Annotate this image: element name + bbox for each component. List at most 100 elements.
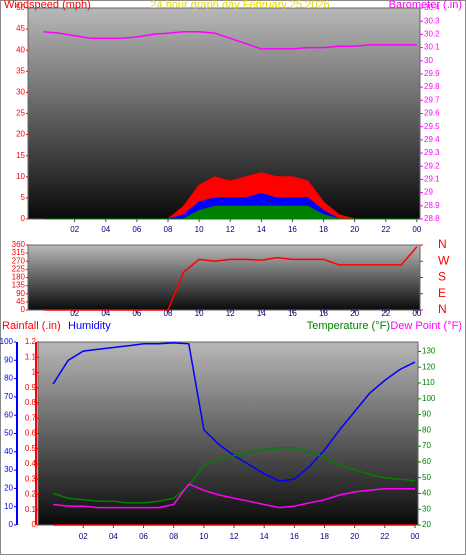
y-tick-label: 0.3 [25, 474, 37, 483]
y-tick-label: 25 [16, 109, 25, 118]
legend-label: Humidity [68, 320, 111, 332]
y2-tick-label: 29.3 [424, 148, 440, 157]
x-tick-label: 00 [412, 309, 421, 318]
y2-tick-label: 29.4 [424, 135, 440, 144]
y-tick-label: 180 [12, 273, 26, 282]
y-tick-label: 225 [12, 264, 26, 273]
y2-tick-label: 29.1 [424, 175, 440, 184]
y-tick-label: 20 [16, 130, 25, 139]
y-tick-label: 30 [16, 88, 25, 97]
y2-tick-label: 28.9 [424, 201, 440, 210]
x-tick-label: 18 [319, 225, 328, 234]
x-tick-label: 00 [412, 225, 421, 234]
y3-tick-label: 30 [4, 465, 13, 474]
series-line [43, 246, 418, 311]
x-tick-label: 12 [230, 532, 239, 541]
plot-area [37, 341, 419, 526]
y-tick-label: 5 [21, 193, 26, 202]
y3-tick-label: 10 [4, 502, 13, 511]
y2-tick-label: 29.9 [424, 69, 440, 78]
x-tick-label: 10 [195, 309, 204, 318]
y-tick-label: 360 [12, 240, 26, 249]
y2-tick-label: 110 [422, 378, 435, 387]
y-tick-label: 1.1 [25, 352, 37, 361]
x-tick-label: 22 [380, 532, 389, 541]
y3-tick-label: 20 [4, 484, 13, 493]
series-line [43, 205, 417, 220]
series-line [53, 483, 415, 509]
x-tick-label: 18 [319, 309, 328, 318]
y2-tick-label: 90 [422, 410, 431, 419]
y2-tick-label: 29.5 [424, 122, 440, 131]
x-tick-label: 02 [70, 309, 79, 318]
x-tick-label: 16 [288, 309, 297, 318]
y-tick-label: 0.8 [25, 398, 37, 407]
y3-tick-label: 80 [4, 374, 13, 383]
y2-tick-label: 30.4 [424, 3, 440, 12]
y3-tick-label: 40 [4, 447, 13, 456]
y2-tick-label: 29 [424, 188, 433, 197]
x-tick-label: 04 [101, 225, 110, 234]
y-axis-label: Windspeed (mph) [4, 0, 91, 11]
y2-tick-label: 50 [422, 473, 431, 482]
y2-tick-label: 130 [422, 347, 436, 356]
y2-tick-label: 20 [422, 520, 431, 529]
y2-tick-label: 80 [422, 425, 431, 434]
y-tick-label: 315 [12, 248, 26, 257]
x-tick-label: 06 [132, 225, 141, 234]
x-tick-label: 12 [226, 309, 235, 318]
y2-tick-label: N [438, 302, 447, 316]
y3-tick-label: 50 [4, 429, 13, 438]
y-tick-label: 135 [12, 281, 26, 290]
y2-tick-label: 28.8 [424, 214, 440, 223]
x-tick-label: 04 [109, 532, 118, 541]
y2-tick-label: 30.2 [424, 29, 440, 38]
x-tick-label: 20 [350, 532, 359, 541]
y2-tick-label: 29.7 [424, 95, 440, 104]
y-tick-label: 0.7 [25, 413, 37, 422]
x-tick-label: 00 [411, 532, 420, 541]
x-tick-label: 20 [350, 309, 359, 318]
y-tick-label: 50 [16, 3, 25, 12]
y2-tick-label: 30.3 [424, 16, 440, 25]
series-line [43, 30, 417, 50]
y2-tick-label: W [438, 253, 450, 267]
y3-tick-label: 60 [4, 410, 13, 419]
y2-tick-label: 30 [422, 504, 431, 513]
y-tick-label: 45 [16, 297, 25, 306]
y-tick-label: 0.6 [25, 429, 37, 438]
x-tick-label: 08 [169, 532, 178, 541]
x-tick-label: 20 [350, 225, 359, 234]
y2-tick-label: E [438, 286, 446, 300]
x-tick-label: 02 [70, 225, 79, 234]
y-tick-label: 1 [32, 368, 37, 377]
y-tick-label: 0.2 [25, 490, 37, 499]
y-tick-label: 15 [16, 151, 25, 160]
plot-area [27, 244, 421, 311]
y2-tick-label: 100 [422, 394, 436, 403]
x-tick-label: 22 [381, 309, 390, 318]
legend-label: Dew Point (°F) [390, 320, 462, 332]
y-tick-label: 10 [16, 172, 25, 181]
x-tick-label: 16 [288, 225, 297, 234]
y-tick-label: 0.4 [25, 459, 37, 468]
x-tick-label: 08 [164, 225, 173, 234]
y-tick-label: 0 [21, 305, 26, 314]
y2-tick-label: 29.6 [424, 109, 440, 118]
x-tick-label: 02 [79, 532, 88, 541]
legend-label: Rainfall (.in) [2, 320, 61, 332]
x-tick-label: 10 [195, 225, 204, 234]
series-line [52, 446, 416, 504]
y3-tick-label: 100 [0, 337, 14, 346]
y3-tick-label: 70 [4, 392, 13, 401]
x-tick-label: 08 [164, 309, 173, 318]
y2-tick-label: 30 [424, 56, 433, 65]
y2-tick-label: 60 [422, 457, 431, 466]
legend-label: Temperature (°F) [307, 320, 390, 332]
x-tick-label: 06 [139, 532, 148, 541]
x-tick-label: 18 [320, 532, 329, 541]
y3-tick-label: 0 [9, 520, 14, 529]
x-tick-label: 22 [381, 225, 390, 234]
y2-axis-label: Barometer (.in) [389, 0, 462, 11]
x-tick-label: 04 [101, 309, 110, 318]
